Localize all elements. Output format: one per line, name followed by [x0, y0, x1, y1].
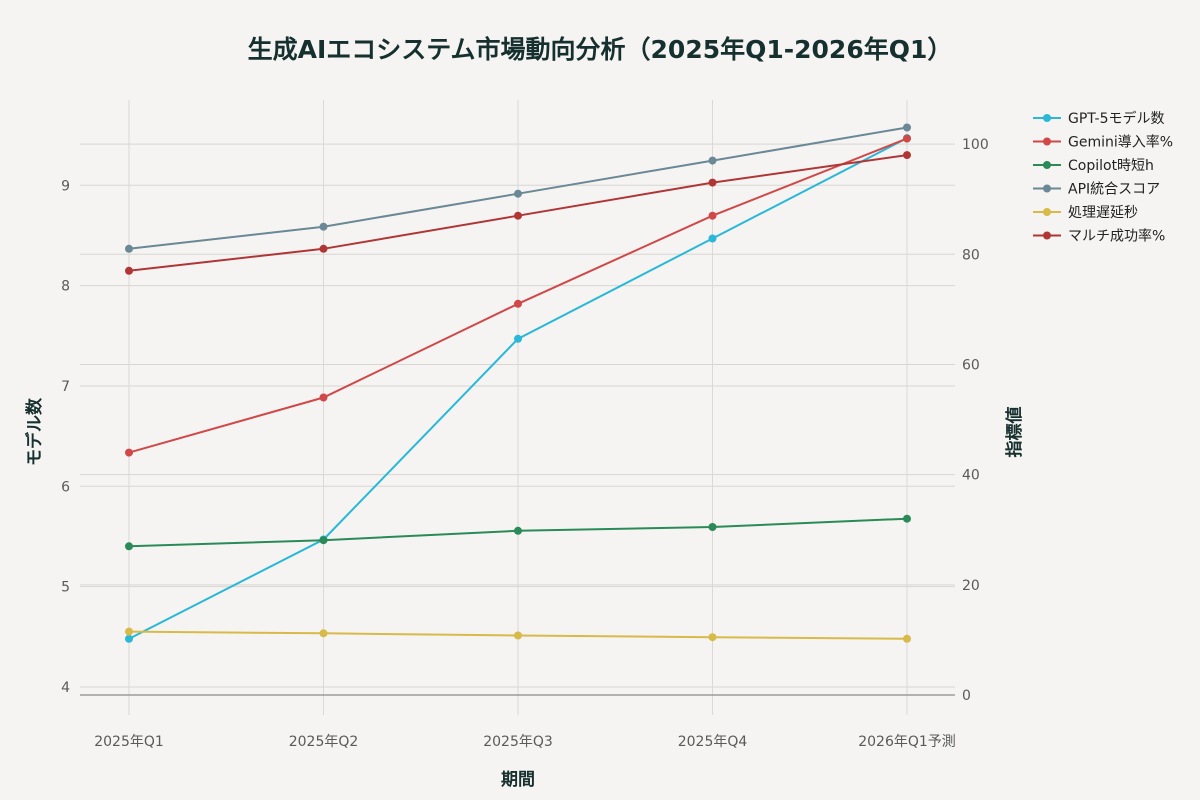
right-y-tick-label: 80	[962, 247, 980, 263]
data-point[interactable]	[903, 134, 911, 143]
tick-labels: 2025年Q1 2025年Q2 2025年Q3 2025年Q4 2026年Q1予測 4 5 6…	[61, 137, 989, 750]
left-y-tick-label: 8	[61, 279, 70, 295]
series-1	[125, 134, 911, 457]
legend-label: GPT-5モデル数	[1068, 110, 1165, 127]
data-point[interactable]	[708, 234, 717, 243]
right-y-tick-label: 40	[962, 468, 980, 484]
data-point[interactable]	[319, 629, 328, 638]
data-point[interactable]	[319, 393, 328, 402]
legend-swatch-marker	[1043, 208, 1051, 216]
data-point[interactable]	[319, 244, 328, 253]
data-point[interactable]	[125, 627, 133, 636]
x-tick-label: 2025年Q4	[678, 734, 748, 750]
left-y-tick-label: 4	[61, 680, 70, 696]
data-point[interactable]	[125, 244, 133, 253]
legend-item[interactable]: GPT-5モデル数	[1033, 110, 1165, 127]
data-point[interactable]	[319, 536, 328, 545]
legend-label: 処理遅延秒	[1068, 205, 1138, 221]
data-point[interactable]	[125, 634, 133, 643]
data-point[interactable]	[708, 211, 717, 220]
data-point[interactable]	[903, 151, 911, 160]
x-tick-label: 2025年Q2	[289, 734, 359, 750]
legend-item[interactable]: Gemini導入率%	[1033, 134, 1173, 151]
legend-label: Gemini導入率%	[1068, 134, 1173, 151]
legend-swatch-marker	[1043, 184, 1051, 193]
data-point[interactable]	[514, 334, 522, 343]
data-point[interactable]	[514, 211, 522, 220]
data-point[interactable]	[514, 189, 522, 198]
right-y-axis-title: 指標値	[1004, 407, 1025, 458]
data-point[interactable]	[125, 448, 133, 457]
legend-swatch-marker	[1043, 114, 1051, 122]
data-point[interactable]	[514, 631, 522, 640]
legend-item[interactable]: API統合スコア	[1033, 182, 1160, 198]
right-y-tick-label: 60	[962, 357, 980, 373]
x-tick-label: 2026年Q1予測	[858, 734, 956, 750]
legend-item[interactable]: Copilot時短h	[1033, 158, 1154, 174]
data-point[interactable]	[514, 299, 522, 308]
data-point[interactable]	[514, 526, 522, 535]
left-y-axis-title: モデル数	[24, 397, 45, 466]
series-4	[125, 627, 911, 643]
right-y-tick-label: 20	[962, 578, 980, 594]
chart-title: 生成AIエコシステム市場動向分析（2025年Q1-2026年Q1）	[248, 35, 953, 64]
data-point[interactable]	[708, 523, 717, 531]
data-point[interactable]	[903, 123, 911, 132]
series-2	[125, 514, 911, 551]
data-point[interactable]	[708, 633, 717, 642]
right-y-tick-label: 0	[962, 688, 971, 704]
x-axis-title: 期間	[501, 770, 535, 790]
data-point[interactable]	[125, 266, 133, 275]
x-tick-label: 2025年Q1	[94, 734, 164, 750]
legend[interactable]: GPT-5モデル数 Gemini導入率% Copilot時短h API統合スコア処理遅…	[1033, 110, 1173, 245]
data-point[interactable]	[708, 178, 717, 187]
left-y-tick-label: 5	[61, 580, 70, 596]
legend-swatch-marker	[1043, 231, 1051, 240]
data-point[interactable]	[903, 514, 911, 523]
x-tick-label: 2025年Q3	[483, 734, 553, 750]
left-y-tick-label: 7	[61, 379, 70, 395]
grid	[80, 100, 955, 715]
left-y-tick-label: 6	[61, 479, 70, 495]
legend-item[interactable]: 処理遅延秒	[1033, 205, 1138, 221]
series-layer	[125, 123, 911, 643]
right-y-tick-label: 100	[962, 137, 989, 153]
legend-label: API統合スコア	[1068, 182, 1160, 198]
data-point[interactable]	[708, 156, 717, 165]
legend-swatch-marker	[1043, 161, 1051, 169]
legend-item[interactable]: マルチ成功率%	[1033, 228, 1165, 245]
legend-label: Copilot時短h	[1068, 158, 1154, 174]
series-3	[125, 123, 911, 253]
data-point[interactable]	[319, 222, 328, 231]
left-y-tick-label: 9	[61, 178, 70, 194]
legend-swatch-marker	[1043, 137, 1051, 146]
data-point[interactable]	[903, 634, 911, 643]
series-5	[125, 151, 911, 275]
legend-label: マルチ成功率%	[1068, 228, 1165, 245]
data-point[interactable]	[125, 542, 133, 551]
